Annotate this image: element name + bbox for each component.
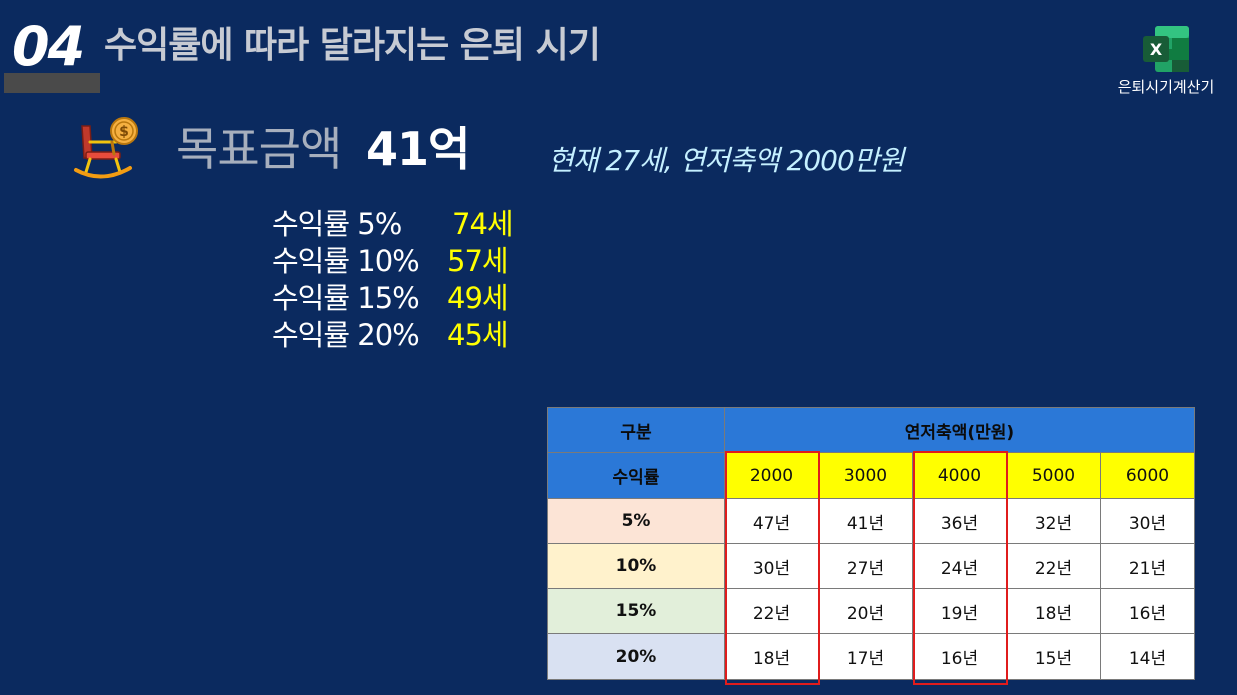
savings-column-header: 4000 <box>912 452 1007 499</box>
savings-column-header: 5000 <box>1006 452 1101 499</box>
table-header-row: 수익률 2000 3000 4000 5000 6000 <box>547 452 1195 499</box>
table-cell: 41년 <box>818 498 913 544</box>
current-situation-note: 현재 27세, 연저축액 2000만원 <box>548 144 904 177</box>
return-rate-summary-list: 수익률 5% 74세 수익률 10% 57세 수익률 15% 49세 수익률 2… <box>272 206 532 354</box>
list-item: 수익률 5% 74세 <box>272 206 532 243</box>
rate-label: 수익률 15% <box>272 281 420 315</box>
rocking-chair-coin-icon: $ <box>74 117 138 179</box>
slide-title: 수익률에 따라 달라지는 은퇴 시기 <box>104 25 601 66</box>
table-cell: 30년 <box>1100 498 1195 544</box>
excel-icon: X <box>1143 26 1189 72</box>
table-cell: 21년 <box>1100 543 1195 589</box>
retirement-age: 57세 <box>447 244 509 278</box>
savings-column-header: 6000 <box>1100 452 1195 499</box>
list-item: 수익률 10% 57세 <box>272 243 532 280</box>
annual-savings-group-header: 연저축액(만원) <box>724 407 1195 453</box>
table-cell: 47년 <box>724 498 819 544</box>
rate-label: 수익률 5% <box>272 207 402 241</box>
table-cell: 22년 <box>724 588 819 634</box>
table-cell: 24년 <box>912 543 1007 589</box>
table-row: 10% 30년 27년 24년 22년 21년 <box>547 543 1195 589</box>
rate-column-header: 수익률 <box>547 452 725 499</box>
table-cell: 18년 <box>724 633 819 680</box>
table-row: 5% 47년 41년 36년 32년 30년 <box>547 498 1195 544</box>
table-cell: 16년 <box>1100 588 1195 634</box>
table-cell: 18년 <box>1006 588 1101 634</box>
table-corner-header: 구분 <box>547 407 725 453</box>
table-header-row: 구분 연저축액(만원) <box>547 407 1195 453</box>
savings-column-header: 2000 <box>724 452 819 499</box>
table-cell: 17년 <box>818 633 913 680</box>
table-cell: 14년 <box>1100 633 1195 680</box>
rate-cell: 10% <box>547 543 725 589</box>
savings-column-header: 3000 <box>818 452 913 499</box>
table-cell: 22년 <box>1006 543 1101 589</box>
table-cell: 32년 <box>1006 498 1101 544</box>
table-cell: 36년 <box>912 498 1007 544</box>
table-cell: 27년 <box>818 543 913 589</box>
svg-text:$: $ <box>119 124 129 140</box>
table-cell: 19년 <box>912 588 1007 634</box>
table-cell: 30년 <box>724 543 819 589</box>
table-row: 20% 18년 17년 16년 15년 14년 <box>547 633 1195 680</box>
retirement-period-table: 구분 연저축액(만원) 수익률 2000 3000 4000 5000 6000… <box>547 407 1195 680</box>
list-item: 수익률 15% 49세 <box>272 280 532 317</box>
table-cell: 15년 <box>1006 633 1101 680</box>
rate-cell: 20% <box>547 633 725 680</box>
rate-cell: 5% <box>547 498 725 544</box>
excel-shortcut[interactable]: X 은퇴시기계산기 <box>1110 24 1222 96</box>
rate-label: 수익률 10% <box>272 244 420 278</box>
retirement-age: 49세 <box>447 281 509 315</box>
table-cell: 20년 <box>818 588 913 634</box>
svg-text:X: X <box>1150 40 1163 59</box>
retirement-age: 45세 <box>447 318 509 352</box>
goal-amount-label: 목표금액 <box>176 122 342 176</box>
slide-number-underline <box>4 73 100 93</box>
rate-cell: 15% <box>547 588 725 634</box>
slide-number: 04 <box>12 15 85 78</box>
rate-label: 수익률 20% <box>272 318 420 352</box>
retirement-age: 74세 <box>452 207 514 241</box>
goal-amount-value: 41억 <box>366 122 470 176</box>
excel-shortcut-label: 은퇴시기계산기 <box>1117 78 1215 96</box>
table-cell: 16년 <box>912 633 1007 680</box>
list-item: 수익률 20% 45세 <box>272 317 532 354</box>
table-row: 15% 22년 20년 19년 18년 16년 <box>547 588 1195 634</box>
